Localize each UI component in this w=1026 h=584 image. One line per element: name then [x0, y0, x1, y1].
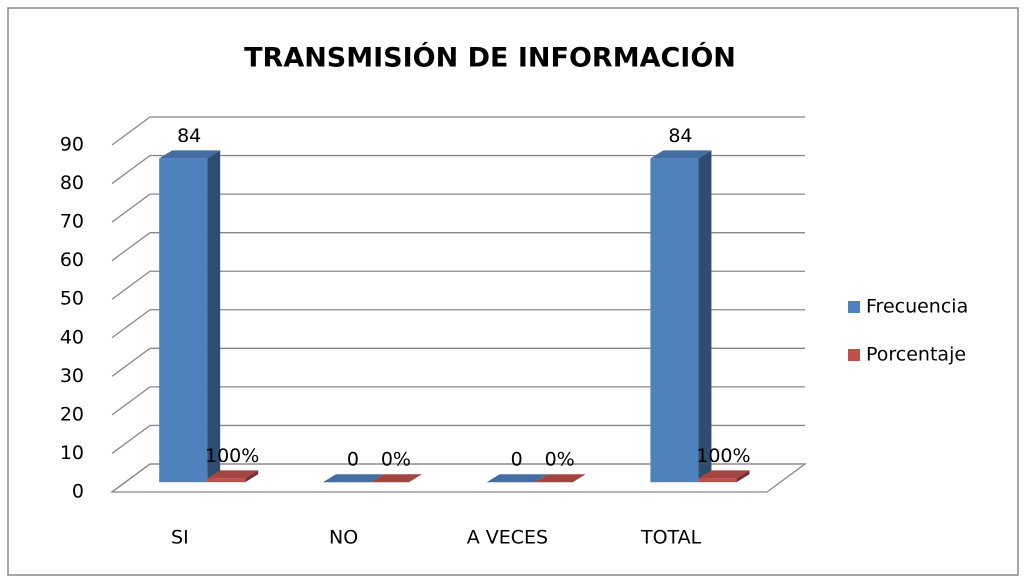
y-tick-label: 70	[60, 211, 84, 233]
chart-title: TRANSMISIÓN DE INFORMACIÓN	[244, 42, 736, 74]
data-label: 100%	[205, 445, 259, 467]
grid-line	[111, 116, 151, 146]
data-label: 84	[177, 125, 201, 147]
bar	[207, 478, 246, 483]
y-tick-label: 10	[60, 442, 84, 464]
bar	[698, 478, 737, 483]
legend-label: Frecuencia	[866, 296, 968, 318]
x-tick-label: NO	[329, 527, 358, 549]
bar-side	[245, 470, 259, 483]
legend-swatch	[848, 349, 860, 361]
bar-top	[698, 470, 750, 479]
grid-line	[111, 155, 151, 185]
bar-side	[698, 150, 712, 483]
grid-line	[111, 347, 151, 377]
bar-top	[207, 470, 259, 479]
bar-top	[650, 150, 712, 159]
bar-side	[736, 470, 750, 483]
data-label: 0	[511, 449, 523, 471]
legend-swatch	[848, 301, 860, 313]
bar-side	[207, 150, 221, 483]
bar	[159, 158, 208, 483]
y-tick-label: 60	[60, 249, 84, 271]
data-label: 0	[347, 449, 359, 471]
bar-top	[322, 474, 384, 483]
y-tick-label: 90	[60, 134, 84, 156]
grid-line	[111, 424, 151, 454]
bar-top	[159, 150, 221, 159]
grid-line	[111, 193, 151, 223]
y-tick-label: 20	[60, 403, 84, 425]
data-label: 84	[668, 125, 692, 147]
y-tick-label: 0	[72, 481, 84, 503]
data-label: 0%	[545, 449, 575, 471]
data-label: 100%	[696, 445, 750, 467]
legend-label: Porcentaje	[866, 344, 966, 366]
y-tick-label: 80	[60, 172, 84, 194]
grid-line	[111, 309, 151, 339]
grid-line	[111, 386, 151, 416]
y-tick-label: 50	[60, 288, 84, 310]
y-tick-label: 40	[60, 326, 84, 348]
grid-line	[111, 270, 151, 300]
bar-top	[534, 474, 586, 483]
grid-line	[111, 232, 151, 262]
bar-top	[486, 474, 548, 483]
x-tick-label: SI	[171, 527, 189, 549]
y-tick-label: 30	[60, 365, 84, 387]
bar-top	[370, 474, 422, 483]
data-label: 0%	[381, 449, 411, 471]
x-tick-label: A VECES	[467, 527, 548, 549]
grid-line	[111, 463, 151, 493]
x-tick-label: TOTAL	[640, 527, 702, 549]
bar	[650, 158, 699, 483]
